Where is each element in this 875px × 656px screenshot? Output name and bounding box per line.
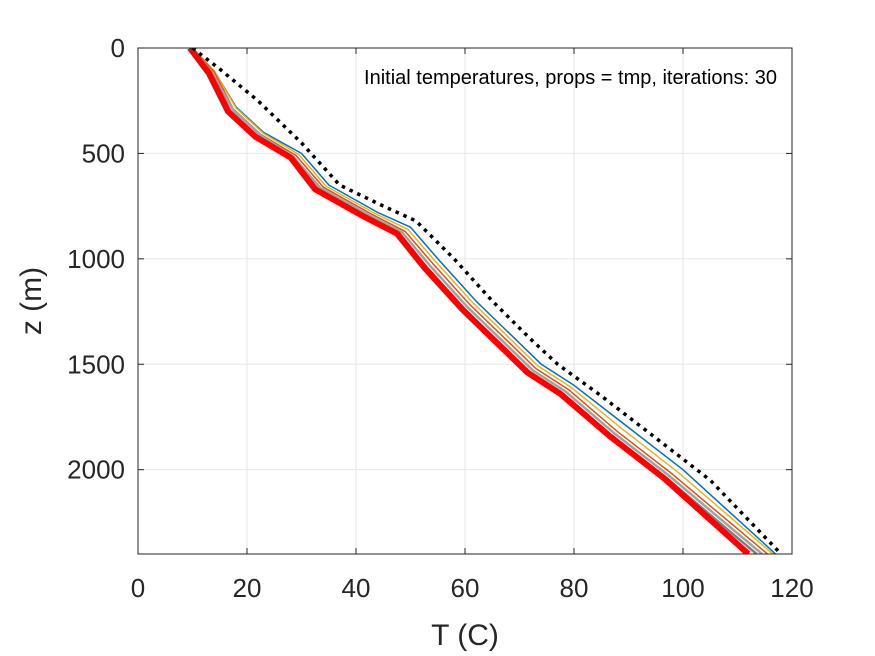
x-tick-label: 120 xyxy=(770,573,813,603)
series-line-4 xyxy=(191,48,763,554)
x-tick-label: 100 xyxy=(661,573,704,603)
x-axis-label: T (C) xyxy=(431,619,499,652)
x-tick-label: 20 xyxy=(233,573,262,603)
y-tick-label: 500 xyxy=(82,138,125,168)
series-group xyxy=(187,48,783,554)
ticks: 0 20 40 60 80 100 120 0 500 1000 1500 2000 xyxy=(67,33,814,603)
x-tick-label: 0 xyxy=(131,573,145,603)
series-line-0 xyxy=(191,48,783,554)
chart-annotation: Initial temperatures, props = tmp, itera… xyxy=(364,67,777,89)
y-axis-label: z (m) xyxy=(15,267,48,335)
series-line-1 xyxy=(191,48,777,554)
y-tick-label: 2000 xyxy=(67,455,125,485)
series-line-6 xyxy=(187,48,751,554)
x-tick-label: 60 xyxy=(451,573,480,603)
y-tick-label: 1000 xyxy=(67,244,125,274)
y-tick-label: 0 xyxy=(111,33,125,63)
x-tick-label: 40 xyxy=(342,573,371,603)
series-line-2 xyxy=(191,48,774,554)
y-tick-label: 1500 xyxy=(67,349,125,379)
x-tick-label: 80 xyxy=(560,573,589,603)
